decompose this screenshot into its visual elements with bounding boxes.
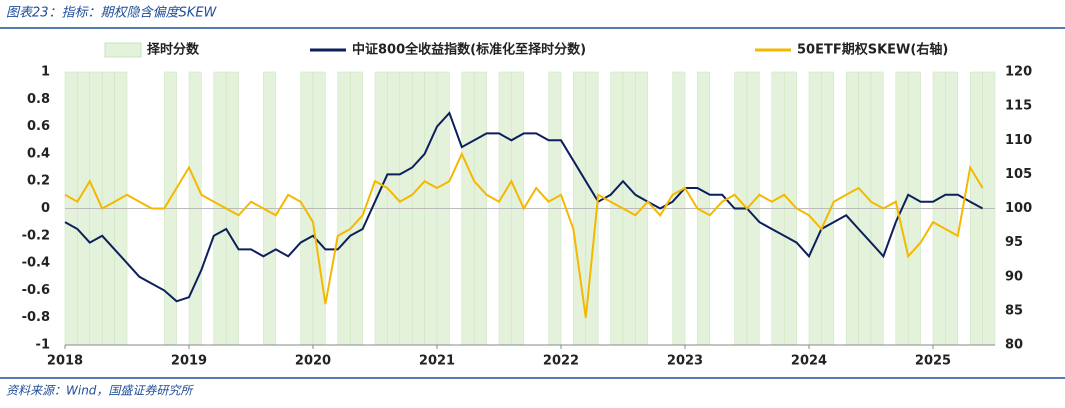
y-tick-label: -0.2 [22,228,50,243]
y-tick-label: -0.4 [22,256,50,271]
y-tick-label: 0 [41,201,50,216]
y2-tick-label: 90 [1005,269,1023,284]
chart-title: 图表23：指标：期权隐含偏度SKEW [6,6,218,21]
series-line [64,111,984,303]
y2-tick-label: 95 [1005,235,1023,250]
y-tick-label: 0.2 [27,174,50,189]
legend-swatch [104,42,142,58]
x-tick-label: 2021 [419,354,455,369]
x-tick-label: 2018 [47,354,83,369]
legend-label: 择时分数 [147,42,200,58]
x-tick-label: 2022 [543,354,579,369]
y-tick-label: 0.4 [27,146,50,161]
y2-tick-label: 100 [1005,201,1032,216]
y-tick-label: -1 [36,338,50,353]
x-tick-label: 2023 [667,354,703,369]
x-tick-label: 2024 [791,354,827,369]
y2-tick-label: 105 [1005,167,1032,182]
x-tick-label: 2019 [171,354,207,369]
series-line [64,151,984,318]
y-tick-label: 0.6 [27,119,50,134]
y2-tick-label: 80 [1005,338,1023,353]
x-tick-label: 2020 [295,354,331,369]
source-note: 资料来源：Wind，国盛证券研究所 [6,384,194,398]
y2-tick-label: 110 [1005,133,1032,148]
y-tick-label: -0.8 [22,310,50,325]
y-tick-label: 0.8 [27,92,50,107]
y-tick-label: -0.6 [22,283,50,298]
x-tick-label: 2025 [915,354,951,369]
y2-tick-label: 115 [1005,99,1032,114]
legend-label: 50ETF期权SKEW(右轴) [797,42,948,58]
legend-label: 中证800全收益指数(标准化至择时分数) [352,42,586,58]
y2-tick-label: 120 [1005,65,1032,80]
y-tick-label: 1 [41,65,50,80]
y2-tick-label: 85 [1005,303,1023,318]
